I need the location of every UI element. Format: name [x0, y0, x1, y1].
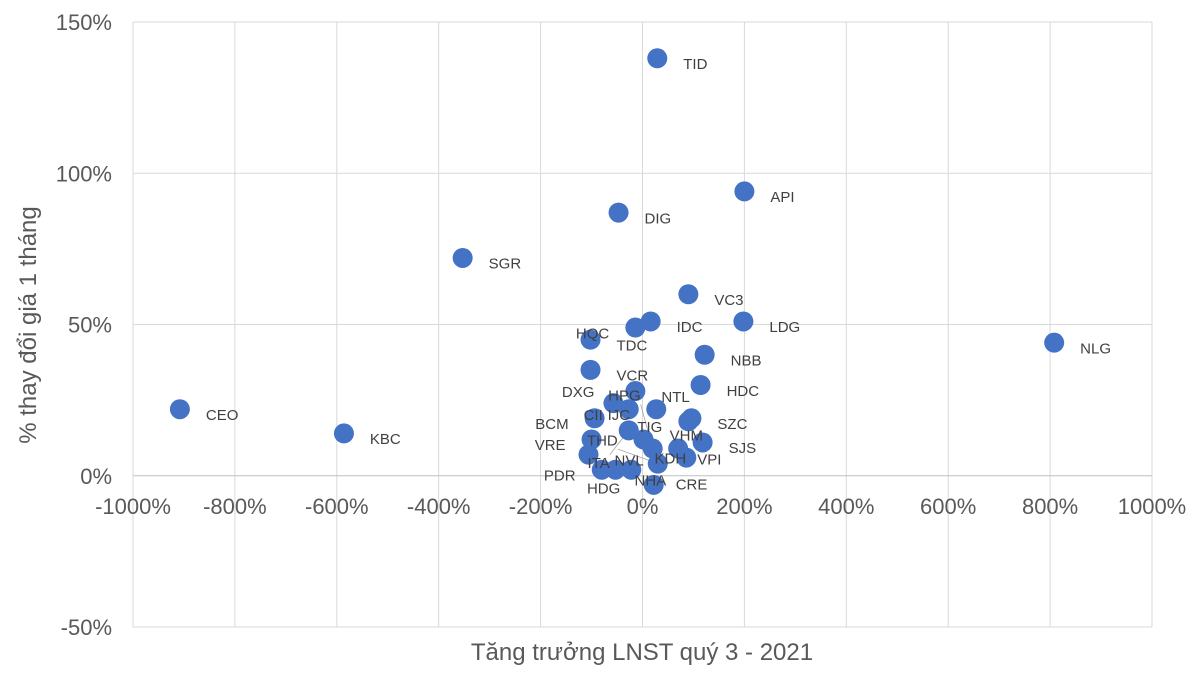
data-label: NTL: [661, 389, 689, 406]
data-point: [692, 432, 713, 453]
data-point: [647, 48, 668, 69]
data-label: THD: [587, 432, 618, 449]
tick-labels: -1000% -800% -600% -400% -200% 0% 200% 400% 600%…: [56, 10, 1187, 640]
data-point: [678, 411, 699, 432]
data-label: ITA: [588, 455, 610, 472]
data-label: HPG: [608, 388, 641, 405]
data-label: HDG: [587, 481, 620, 498]
data-point: [1044, 332, 1065, 353]
data-labels: TID API DIG SGR NLG CEO KBC VC3 LDG IDC HQC TDC NBB V…: [206, 56, 1111, 497]
data-label: PDR: [544, 467, 576, 484]
data-point: [690, 375, 711, 395]
data-label: NLG: [1080, 340, 1111, 357]
data-point: [734, 181, 755, 202]
x-tick-label: -600%: [305, 494, 369, 519]
x-tick-label: 0%: [627, 494, 659, 519]
data-point: [647, 453, 668, 474]
data-point: [618, 420, 639, 441]
y-tick-label: 150%: [56, 10, 112, 35]
data-point: [452, 247, 473, 268]
x-tick-label: 1000%: [1118, 494, 1187, 519]
data-point: [591, 459, 612, 480]
data-point: [642, 438, 663, 459]
data-point: [584, 408, 605, 429]
data-point: [169, 399, 190, 420]
data-label: CRE: [676, 477, 708, 494]
data-label: TDC: [617, 337, 648, 354]
data-point: [694, 344, 715, 365]
data-label: VHM: [670, 427, 703, 444]
y-tick-label: -50%: [61, 615, 112, 640]
data-point: [608, 202, 629, 223]
x-tick-label: 200%: [716, 494, 772, 519]
y-tick-label: 50%: [68, 313, 112, 338]
data-point: [581, 429, 602, 450]
data-label: API: [770, 189, 794, 206]
data-point: [625, 381, 646, 402]
data-label: VCR: [617, 368, 649, 385]
data-label: SJS: [729, 440, 757, 457]
data-point: [646, 399, 667, 420]
data-point: [676, 447, 697, 468]
data-label: CII: [584, 407, 603, 424]
x-axis-title: Tăng trưởng LNST quý 3 - 2021: [471, 639, 813, 666]
data-label: NBB: [731, 353, 762, 370]
data-label: TID: [683, 56, 707, 73]
data-label: DXG: [562, 384, 595, 401]
data-label: DIG: [645, 210, 672, 227]
data-label: HDC: [727, 383, 760, 400]
data-point: [625, 317, 646, 338]
data-label: VC3: [714, 292, 743, 309]
x-tick-label: -400%: [407, 494, 471, 519]
data-label: TIG: [637, 419, 662, 436]
data-point: [603, 393, 624, 414]
data-point: [580, 359, 601, 380]
data-label: SGR: [489, 256, 522, 273]
data-points: [169, 48, 1065, 495]
y-tick-label: 100%: [56, 161, 112, 186]
x-tick-label: 400%: [818, 494, 874, 519]
data-label: IJC: [608, 407, 631, 424]
x-tick-label: -200%: [509, 494, 573, 519]
data-point: [578, 444, 599, 465]
data-label: IDC: [677, 319, 703, 336]
x-tick-label: -800%: [203, 494, 267, 519]
x-tick-label: 800%: [1022, 494, 1078, 519]
data-point: [621, 459, 642, 480]
data-label: KBC: [370, 431, 401, 448]
x-tick-label: -1000%: [95, 494, 171, 519]
data-label: HQC: [576, 325, 610, 342]
data-label: VPI: [697, 451, 721, 468]
data-point: [618, 399, 639, 420]
data-label: VRE: [535, 437, 566, 454]
data-label: NVL: [614, 452, 643, 469]
data-point: [605, 459, 626, 480]
data-label: NHA: [635, 472, 667, 489]
data-point: [580, 329, 601, 350]
data-label: BCM: [535, 416, 568, 433]
data-label: KDH: [655, 450, 687, 467]
data-point: [333, 423, 354, 444]
y-tick-label: 0%: [80, 464, 112, 489]
data-point: [643, 474, 664, 495]
data-point: [678, 284, 699, 305]
data-label: CEO: [206, 407, 239, 424]
data-point: [640, 311, 661, 332]
data-label: SZC: [717, 416, 747, 433]
data-point: [733, 311, 754, 332]
data-label: LDG: [769, 319, 800, 336]
x-tick-label: 600%: [920, 494, 976, 519]
y-axis-title: % thay đổi giá 1 tháng: [15, 206, 42, 444]
